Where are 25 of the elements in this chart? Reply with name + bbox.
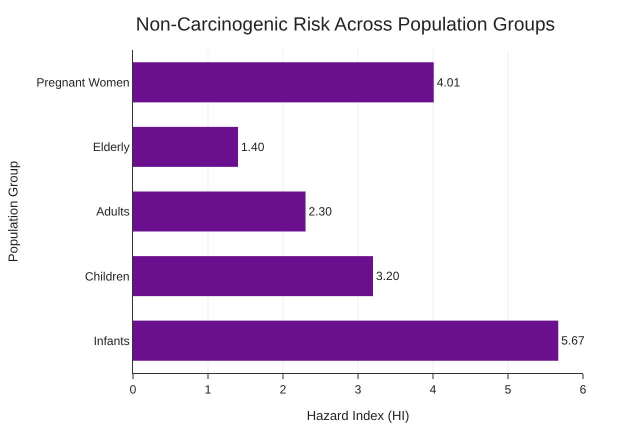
y-axis-title: Population Group [5, 160, 20, 262]
x-tick-label: 2 [280, 382, 287, 396]
x-tick-label: 1 [204, 382, 212, 396]
data-label: 1.40 [241, 140, 265, 154]
bar [133, 256, 373, 296]
y-tick-label: Adults [96, 204, 130, 219]
x-axis-title: Hazard Index (HI) [306, 408, 410, 423]
data-label: 2.30 [308, 204, 332, 218]
x-tick-label: 0 [130, 382, 137, 396]
bar [133, 320, 558, 361]
y-tick-label: Elderly [92, 140, 130, 154]
data-label: 5.67 [561, 334, 585, 348]
bar [133, 126, 238, 167]
data-label: 3.20 [376, 269, 400, 284]
x-tick-label: 6 [580, 382, 587, 396]
bar [133, 191, 306, 232]
x-tick-label: 3 [354, 382, 362, 396]
x-tick-label: 4 [430, 382, 437, 396]
y-tick-label: Infants [94, 334, 130, 348]
y-tick-label: Children [84, 269, 130, 284]
data-label: 4.01 [436, 75, 460, 90]
y-tick-label: Pregnant Women [36, 76, 130, 90]
chart-title: Non-Carcinogenic Risk Across Population Groups [136, 14, 556, 36]
x-tick-label: 5 [504, 382, 512, 396]
bar [133, 62, 434, 102]
